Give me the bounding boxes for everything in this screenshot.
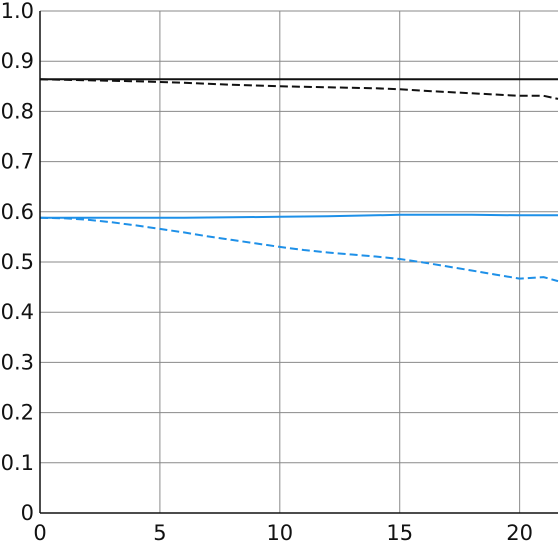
x-tick-label-3: 15 bbox=[386, 521, 413, 542]
y-tick-label-4: 0.4 bbox=[1, 300, 34, 324]
chart-axes bbox=[39, 11, 558, 514]
y-tick-label-3: 0.3 bbox=[1, 350, 34, 374]
y-tick-label-7: 0.7 bbox=[1, 150, 34, 174]
x-tick-label-2: 10 bbox=[266, 521, 293, 542]
series-line-3 bbox=[40, 213, 558, 219]
series-line-2 bbox=[39, 78, 559, 100]
x-tick-label-1: 5 bbox=[153, 521, 166, 542]
x-tick-label-4: 20 bbox=[506, 521, 533, 542]
y-tick-label-0: 0 bbox=[21, 501, 34, 525]
y-tick-label-2: 0.2 bbox=[1, 401, 34, 425]
chart-series-group bbox=[39, 78, 559, 283]
x-tick-label-0: 0 bbox=[33, 521, 46, 542]
y-tick-label-10: 1.0 bbox=[1, 0, 34, 23]
y-tick-label-5: 0.5 bbox=[1, 250, 34, 274]
y-tick-label-1: 0.1 bbox=[1, 451, 34, 475]
series-line-4 bbox=[39, 216, 559, 283]
y-axis-tick-labels: 0 0.1 0.2 0.3 0.4 0.5 0.6 0.7 0.8 0.9 1.0 bbox=[1, 0, 34, 525]
y-tick-label-8: 0.8 bbox=[1, 99, 34, 123]
y-tick-label-6: 0.6 bbox=[1, 200, 34, 224]
x-axis-tick-labels: 0 5 10 15 20 bbox=[33, 521, 533, 542]
y-tick-label-9: 0.9 bbox=[1, 49, 34, 73]
